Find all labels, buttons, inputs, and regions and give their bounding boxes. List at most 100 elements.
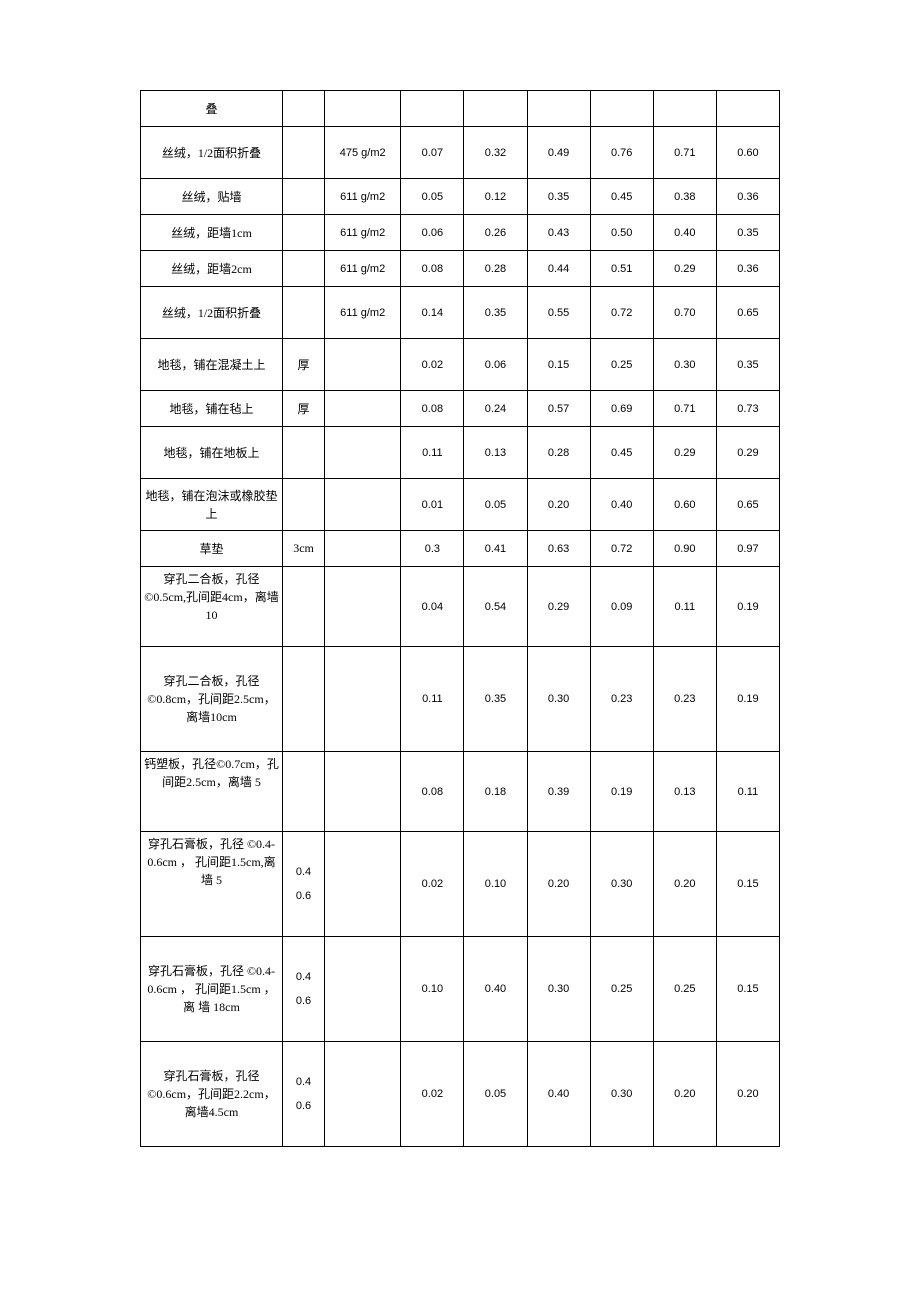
value-cell: 0.09 <box>590 567 653 647</box>
table-row: 丝绒，贴墙611 g/m20.050.120.350.450.380.36 <box>141 179 780 215</box>
value-cell: 0.20 <box>716 1042 779 1147</box>
material-name-cell: 穿孔石膏板，孔径 ©0.4-0.6cm ， 孔间距1.5cm ，离 墙 18cm <box>141 937 283 1042</box>
value-cell: 0.15 <box>716 937 779 1042</box>
value-cell: 0.02 <box>401 832 464 937</box>
value-cell: 0.28 <box>464 251 527 287</box>
density-cell: 475 g/m2 <box>325 127 401 179</box>
material-name-cell: 穿孔石膏板，孔径 ©0.4-0.6cm ， 孔间距1.5cm,离 墙 5 <box>141 832 283 937</box>
value-cell: 0.11 <box>401 427 464 479</box>
table-row: 丝绒，距墙1cm611 g/m20.060.260.430.500.400.35 <box>141 215 780 251</box>
value-cell: 0.29 <box>716 427 779 479</box>
thickness-cell: 0.40.6 <box>283 1042 325 1147</box>
value-cell: 0.40 <box>527 1042 590 1147</box>
material-name-cell: 地毯，铺在毡上 <box>141 391 283 427</box>
value-cell: 0.05 <box>401 179 464 215</box>
value-cell: 0.15 <box>527 339 590 391</box>
thickness-cell <box>283 752 325 832</box>
table-row: 穿孔二合板，孔径©0.5cm,孔间距4cm，离墙 100.040.540.290… <box>141 567 780 647</box>
value-cell: 0.05 <box>464 479 527 531</box>
value-cell: 0.19 <box>716 567 779 647</box>
value-cell: 0.11 <box>716 752 779 832</box>
value-cell: 0.70 <box>653 287 716 339</box>
value-cell: 0.44 <box>527 251 590 287</box>
material-name-cell: 地毯，铺在泡沫或橡胶垫上 <box>141 479 283 531</box>
thickness-cell <box>283 567 325 647</box>
thickness-cell: 0.40.6 <box>283 937 325 1042</box>
value-cell <box>464 91 527 127</box>
thickness-cell <box>283 127 325 179</box>
value-cell: 0.28 <box>527 427 590 479</box>
value-cell: 0.30 <box>590 1042 653 1147</box>
density-cell <box>325 752 401 832</box>
thickness-cell <box>283 287 325 339</box>
density-cell <box>325 647 401 752</box>
material-name-cell: 丝绒，1/2面积折叠 <box>141 287 283 339</box>
value-cell: 0.29 <box>653 427 716 479</box>
value-cell: 0.08 <box>401 752 464 832</box>
thickness-cell <box>283 479 325 531</box>
value-cell: 0.63 <box>527 531 590 567</box>
value-cell: 0.49 <box>527 127 590 179</box>
table-row: 穿孔石膏板，孔径©0.6cm，孔间距2.2cm，离墙4.5cm0.40.60.0… <box>141 1042 780 1147</box>
thickness-cell <box>283 179 325 215</box>
value-cell: 0.29 <box>527 567 590 647</box>
value-cell: 0.07 <box>401 127 464 179</box>
table-row: 地毯，铺在混凝土上厚0.020.060.150.250.300.35 <box>141 339 780 391</box>
density-cell <box>325 339 401 391</box>
material-name-cell: 穿孔二合板，孔径©0.8cm，孔间距2.5cm，离墙10cm <box>141 647 283 752</box>
thickness-cell <box>283 91 325 127</box>
value-cell: 0.01 <box>401 479 464 531</box>
density-cell: 611 g/m2 <box>325 251 401 287</box>
value-cell: 0.60 <box>653 479 716 531</box>
material-name-cell: 草垫 <box>141 531 283 567</box>
thickness-cell <box>283 215 325 251</box>
value-cell: 0.35 <box>716 339 779 391</box>
value-cell: 0.40 <box>590 479 653 531</box>
thickness-cell: 厚 <box>283 391 325 427</box>
value-cell: 0.35 <box>527 179 590 215</box>
absorption-coefficient-table: 叠丝绒，1/2面积折叠475 g/m20.070.320.490.760.710… <box>140 90 780 1147</box>
thickness-cell <box>283 251 325 287</box>
value-cell: 0.02 <box>401 339 464 391</box>
density-cell <box>325 391 401 427</box>
value-cell: 0.14 <box>401 287 464 339</box>
value-cell: 0.57 <box>527 391 590 427</box>
density-cell <box>325 832 401 937</box>
value-cell: 0.36 <box>716 251 779 287</box>
value-cell: 0.26 <box>464 215 527 251</box>
value-cell: 0.40 <box>653 215 716 251</box>
thickness-cell <box>283 427 325 479</box>
value-cell: 0.23 <box>590 647 653 752</box>
density-cell <box>325 567 401 647</box>
density-cell: 611 g/m2 <box>325 179 401 215</box>
value-cell: 0.08 <box>401 391 464 427</box>
value-cell: 0.20 <box>527 479 590 531</box>
value-cell: 0.11 <box>653 567 716 647</box>
value-cell: 0.38 <box>653 179 716 215</box>
value-cell: 0.15 <box>716 832 779 937</box>
value-cell: 0.76 <box>590 127 653 179</box>
thickness-cell <box>283 647 325 752</box>
value-cell: 0.20 <box>653 1042 716 1147</box>
value-cell: 0.45 <box>590 179 653 215</box>
value-cell <box>590 91 653 127</box>
table-row: 钙塑板，孔径©0.7cm，孔间距2.5cm，离墙 50.080.180.390.… <box>141 752 780 832</box>
value-cell: 0.51 <box>590 251 653 287</box>
value-cell: 0.54 <box>464 567 527 647</box>
material-name-cell: 地毯，铺在地板上 <box>141 427 283 479</box>
value-cell: 0.69 <box>590 391 653 427</box>
value-cell: 0.40 <box>464 937 527 1042</box>
value-cell: 0.90 <box>653 531 716 567</box>
value-cell: 0.72 <box>590 287 653 339</box>
material-name-cell: 地毯，铺在混凝土上 <box>141 339 283 391</box>
value-cell: 0.02 <box>401 1042 464 1147</box>
table-row: 穿孔石膏板，孔径 ©0.4-0.6cm ， 孔间距1.5cm,离 墙 50.40… <box>141 832 780 937</box>
value-cell: 0.73 <box>716 391 779 427</box>
thickness-cell: 3cm <box>283 531 325 567</box>
value-cell: 0.25 <box>590 339 653 391</box>
material-name-cell: 穿孔二合板，孔径©0.5cm,孔间距4cm，离墙 10 <box>141 567 283 647</box>
density-cell <box>325 937 401 1042</box>
value-cell: 0.23 <box>653 647 716 752</box>
value-cell <box>401 91 464 127</box>
table-row: 丝绒，1/2面积折叠611 g/m20.140.350.550.720.700.… <box>141 287 780 339</box>
